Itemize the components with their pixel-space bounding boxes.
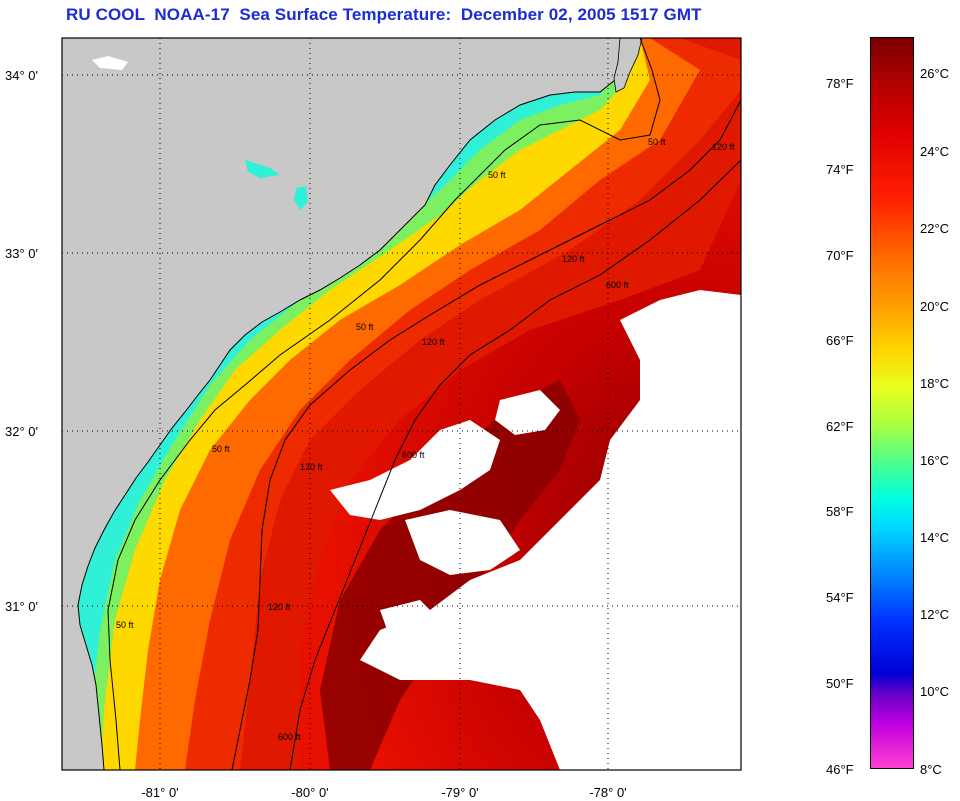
latitude-axis: 34° 0' 33° 0' 32° 0' 31° 0' [5,68,38,614]
fahrenheit-label: 46°F [826,762,854,777]
celsius-label: 14°C [920,530,950,545]
land-area [62,38,631,770]
contour-600ft [289,159,741,770]
fahrenheit-label: 50°F [826,676,854,691]
barrier-island [613,38,643,93]
fahrenheit-label: 58°F [826,504,854,519]
contour-label: 600 ft [402,450,425,460]
lon-label-80: -80° 0' [291,785,328,800]
fahrenheit-label: 66°F [826,333,854,348]
fahrenheit-label: 62°F [826,419,854,434]
lon-label-78: -78° 0' [589,785,626,800]
celsius-label: 24°C [920,144,950,159]
lat-label-34: 34° 0' [5,68,38,83]
cloud-mask [330,290,741,770]
map-title: RU COOL NOAA-17 Sea Surface Temperature:… [66,5,702,24]
celsius-label: 8°C [920,762,942,777]
lat-label-32: 32° 0' [5,424,38,439]
contour-label: 600 ft [278,732,301,742]
lon-label-79: -79° 0' [441,785,478,800]
map-frame [61,37,742,771]
longitude-axis: -81° 0' -80° 0' -79° 0' -78° 0' [141,785,626,800]
celsius-label: 20°C [920,299,950,314]
contour-label: 50 ft [212,444,230,454]
fahrenheit-label: 74°F [826,162,854,177]
contour-label: 120 ft [422,337,445,347]
depth-contours [107,38,741,770]
contour-labels: 50 ft 50 ft 50 ft 50 ft 50 ft 120 ft 120… [116,137,735,742]
celsius-label: 22°C [920,221,950,236]
contour-label: 50 ft [648,137,666,147]
contour-label: 120 ft [300,462,323,472]
contour-label: 120 ft [712,142,735,152]
celsius-label: 12°C [920,607,950,622]
celsius-label: 26°C [920,66,950,81]
contour-label: 50 ft [116,620,134,630]
fahrenheit-label: 78°F [826,76,854,91]
contour-50ft [107,38,661,770]
inland-lake [92,56,128,70]
fahrenheit-label: 54°F [826,590,854,605]
lon-label-81: -81° 0' [141,785,178,800]
lat-label-31: 31° 0' [5,599,38,614]
lat-label-33: 33° 0' [5,246,38,261]
celsius-label: 10°C [920,684,950,699]
contour-label: 120 ft [268,602,291,612]
fahrenheit-label: 70°F [826,248,854,263]
contour-120ft [231,99,741,770]
contour-label: 120 ft [562,254,585,264]
graticule [62,38,741,770]
inland-lake [245,160,280,178]
celsius-label: 18°C [920,376,950,391]
temperature-color-bar [870,37,914,769]
contour-label: 600 ft [606,280,629,290]
contour-label: 50 ft [356,322,374,332]
celsius-label: 16°C [920,453,950,468]
contour-label: 50 ft [488,170,506,180]
inland-lake [294,186,308,210]
